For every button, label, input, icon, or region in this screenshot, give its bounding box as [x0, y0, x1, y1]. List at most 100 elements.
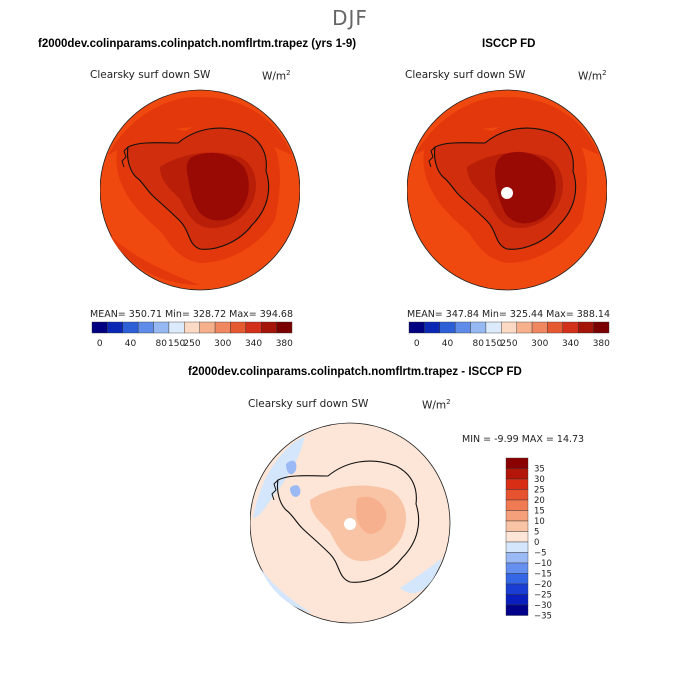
panel1-colorbar-cell	[184, 321, 200, 334]
panel1-colorbar-cells	[91, 321, 293, 334]
panel2-colorbar-cell	[578, 321, 594, 334]
panel2-colorbar-tick-label: 0	[414, 339, 420, 349]
panel1-colorbar-tick-label: 300	[214, 339, 231, 349]
panel3-colorbar-cell	[505, 531, 529, 543]
panel3-positive-core	[356, 496, 387, 534]
panel2-colorbar-tick-label: 340	[562, 339, 579, 349]
panel1-colorbar-cell	[168, 321, 185, 334]
panel1-colorbar-cell	[245, 321, 262, 334]
panel3-negative-patch-peninsula	[286, 460, 297, 475]
panel3-colorbar-tick-label: −35	[534, 612, 552, 622]
panel3-pole-hole	[344, 518, 356, 530]
panel3-colorbar-tick-label: 20	[534, 496, 545, 506]
panel2-colorbar-cell	[424, 321, 440, 334]
panel3-negative-patch-coast	[290, 485, 301, 497]
panel2-colorbar-tick-label: 250	[500, 339, 517, 349]
panel3-colorbar-tick-label: 10	[534, 517, 545, 527]
panel3-colorbar-cell	[505, 573, 529, 585]
panel2-colorbar-tick-label: 380	[593, 339, 610, 349]
panel1-colorbar-cell	[199, 321, 216, 334]
panel2-colorbar-cell	[485, 321, 502, 334]
panel3-colorbar-cell	[505, 552, 529, 564]
panel3-negative-zone-southeast	[400, 558, 442, 594]
panel1-map-layers	[100, 89, 300, 291]
panel3-units-exponent: 2	[446, 398, 451, 406]
panel2-colorbar-cell	[547, 321, 564, 334]
panel3-colorbar-cell	[505, 541, 529, 553]
panel2-colorbar-cell	[516, 321, 533, 334]
panel3-positive-interior	[310, 485, 406, 562]
panel3-colorbar-cell	[505, 520, 529, 532]
panel3-colorbar-tick-label: 30	[534, 475, 545, 485]
panel3-colorbar-tick-label: 5	[534, 528, 539, 538]
panel1-colorbar-cell	[230, 321, 247, 334]
panel3-colorbar-cell	[505, 468, 529, 480]
panel3-colorbar-cell	[505, 478, 529, 490]
panel2-colorbar-tick-label: 300	[531, 339, 548, 349]
panel1-southern-band	[110, 235, 200, 285]
panel2-map	[407, 89, 607, 291]
panel3-negative-zone-west	[253, 436, 305, 518]
panel1-colorbar-cell	[107, 321, 123, 334]
panel2-units-exponent: 2	[602, 69, 607, 77]
panel2-units-label: W/m2	[578, 69, 607, 83]
panel2-plateau-zone	[495, 151, 556, 224]
panel2-map-layers	[407, 89, 607, 291]
panel2-variable-label: Clearsky surf down SW	[405, 69, 526, 81]
panel2-colorbar-cells	[408, 321, 610, 334]
panel1-colorbar-tick-label: 250	[183, 339, 200, 349]
panel1-map	[100, 89, 300, 291]
panel1-colorbar-cell	[91, 321, 108, 334]
panel2-colorbar-cell	[439, 321, 456, 334]
panel2-colorbar-tick-label: 40	[442, 339, 454, 349]
panel1-colorbar-tick-label: 80	[156, 339, 168, 349]
panel2-title: ISCCP FD	[482, 38, 536, 50]
panel3-peninsula-coast	[271, 479, 279, 501]
panel3-colorbar-cell	[505, 457, 529, 469]
panel1-colorbar-cell	[122, 321, 139, 334]
panel3-units-base: W/m	[422, 399, 447, 412]
panel3-colorbar-cell	[505, 499, 529, 511]
panel3-colorbar-tick-label: −5	[534, 549, 547, 559]
panel1-units-base: W/m	[262, 70, 287, 83]
panel2-pole-hole	[501, 187, 513, 199]
panel3-units-label: W/m2	[422, 398, 451, 412]
panel1-plateau-zone	[186, 152, 249, 221]
panel2-colorbar-cell	[454, 321, 471, 334]
panel3-colorbar-cell	[505, 594, 529, 606]
panel3-colorbar-tick-label: 15	[534, 507, 545, 517]
panel2-stats: MEAN= 347.84 Min= 325.44 Max= 388.14	[407, 309, 611, 320]
panel3-colorbar-cell	[505, 583, 529, 595]
panel3-colorbar-cell	[505, 562, 529, 574]
panel3-colorbar-tick-label: 0	[534, 538, 539, 548]
panel1-variable-label: Clearsky surf down SW	[90, 69, 211, 81]
panel1-colorbar-cell	[261, 321, 277, 334]
panel2-units-base: W/m	[578, 70, 603, 83]
panel1-colorbar-tick-label: 150	[168, 339, 185, 349]
panel2-peninsula-coast	[428, 146, 436, 168]
panel3-stats: MIN = -9.99 MAX = 14.73	[462, 434, 585, 445]
panel3-colorbar-tick-label: 25	[534, 486, 545, 496]
panel3-colorbar-cell	[505, 604, 529, 616]
panel1-colorbar-cell	[137, 321, 154, 334]
panel1-colorbar-tick-label: 340	[245, 339, 262, 349]
panel1-colorbar-cell	[153, 321, 170, 334]
panel1-units-label: W/m2	[262, 69, 291, 83]
panel3-colorbar-tick-label: −30	[534, 601, 552, 611]
panel3-colorbar-cell	[505, 510, 529, 522]
panel2-colorbar-tick-label: 150	[485, 339, 502, 349]
panel2-colorbar-cell	[562, 321, 579, 334]
panel3-map-layers	[250, 422, 451, 624]
panel2-colorbar-tick-label: 80	[473, 339, 485, 349]
panel2-colorbar-cell	[531, 321, 548, 334]
panel1-colorbar-tick-label: 0	[97, 339, 103, 349]
panel3-variable-label: Clearsky surf down SW	[248, 398, 369, 410]
panel3-colorbar-tick-label: 35	[534, 465, 545, 475]
panel3-colorbar-tick-label: −15	[534, 570, 552, 580]
